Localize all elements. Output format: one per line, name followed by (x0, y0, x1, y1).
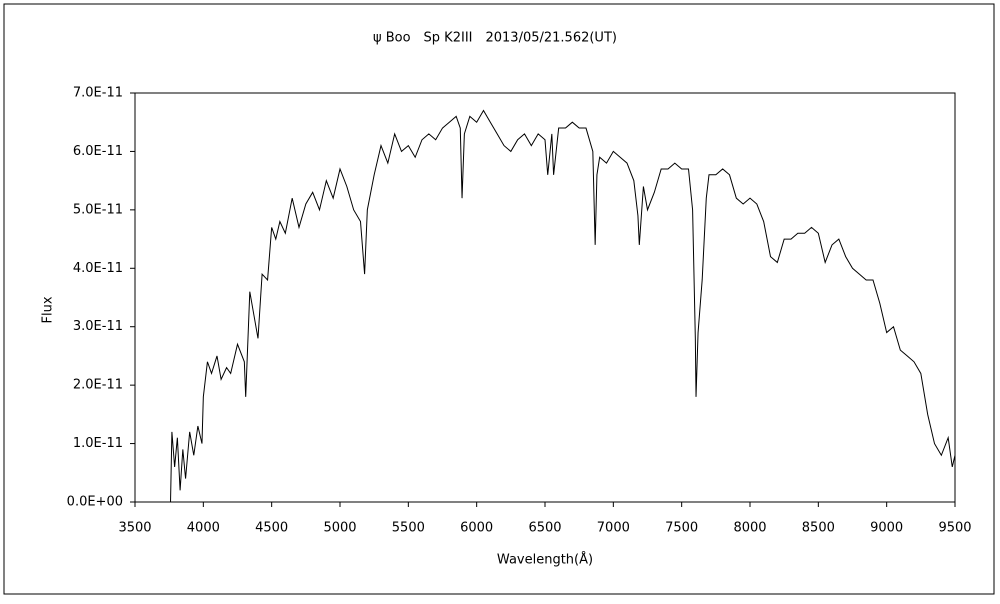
y-tick-label: 0.0E+00 (67, 495, 123, 510)
x-tick-label: 9500 (938, 521, 971, 536)
y-tick-label: 1.0E-11 (73, 436, 123, 451)
x-tick-label: 8000 (733, 521, 766, 536)
y-tick-label: 6.0E-11 (73, 144, 123, 159)
x-tick-label: 4000 (187, 521, 220, 536)
chart-frame (3, 3, 995, 595)
y-axis-label: Flux (41, 296, 56, 323)
x-tick-label: 8500 (802, 521, 835, 536)
plot-area (134, 92, 956, 503)
x-tick-label: 7000 (597, 521, 630, 536)
x-tick-label: 6000 (460, 521, 493, 536)
x-tick-label: 5000 (323, 521, 356, 536)
y-tick-label: 7.0E-11 (73, 86, 123, 101)
y-tick-label: 5.0E-11 (73, 202, 123, 217)
x-tick-label: 7500 (665, 521, 698, 536)
y-tick-label: 2.0E-11 (73, 378, 123, 393)
x-tick-label: 5500 (392, 521, 425, 536)
x-tick-label: 4500 (255, 521, 288, 536)
x-tick-label: 6500 (528, 521, 561, 536)
y-tick-label: 4.0E-11 (73, 261, 123, 276)
x-axis-label: Wavelength(Å) (497, 552, 593, 568)
y-tick-label: 3.0E-11 (73, 319, 123, 334)
spectrum-line (170, 109, 956, 503)
x-tick-label: 3500 (118, 521, 151, 536)
x-tick-label: 9000 (870, 521, 903, 536)
chart-title: ψ Boo Sp K2III 2013/05/21.562(UT) (373, 31, 617, 46)
